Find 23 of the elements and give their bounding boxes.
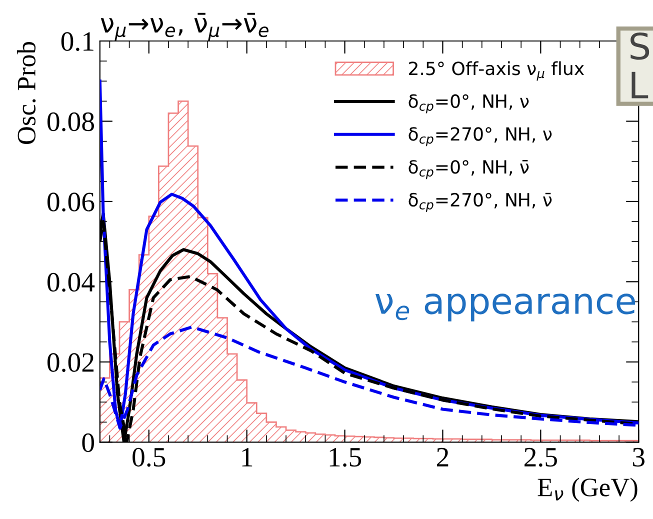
x-tick-label: 0.5 <box>132 448 166 467</box>
x-tick-label: 1 <box>242 448 252 466</box>
y-tick-label: 0.08 <box>47 112 94 132</box>
legend-label: δ$_{cp}$=0°, NH, ν <box>408 94 529 114</box>
legend-label: δ$_{cp}$=270°, NH, ν <box>408 127 552 146</box>
annotation: L <box>632 72 648 98</box>
legend-label: δ$_{cp}$=270°, NH, ν̄ <box>408 192 552 212</box>
y-tick-label: 0.1 <box>61 32 94 52</box>
legend-label: 2.5° Off-axis ν$_{μ}$ flux <box>409 61 584 81</box>
y-axis-title: Osc. Prob <box>16 42 36 144</box>
chart-title: ν$_{μ}$→ν$_{e}$, ν̄$_{μ}$→ν̄$_{e}$ <box>100 12 268 41</box>
legend-label: δ$_{cp}$=0°, NH, ν̄ <box>408 160 529 180</box>
annotation: S <box>630 32 650 60</box>
y-tick-label: 0 <box>82 433 94 452</box>
annotation: ν$_{e}$ appearance <box>375 294 636 322</box>
y-tick-label: 0.06 <box>47 192 94 212</box>
y-tick-label: 0.02 <box>47 353 94 372</box>
y-tick-label: 0.04 <box>47 272 95 292</box>
x-axis-title: E$_{ν}$ (GeV) <box>538 478 638 502</box>
x-tick-label: 3 <box>633 448 644 467</box>
x-tick-label: 2 <box>437 448 448 466</box>
x-tick-label: 1.5 <box>330 448 362 467</box>
x-tick-label: 2.5 <box>524 448 557 467</box>
